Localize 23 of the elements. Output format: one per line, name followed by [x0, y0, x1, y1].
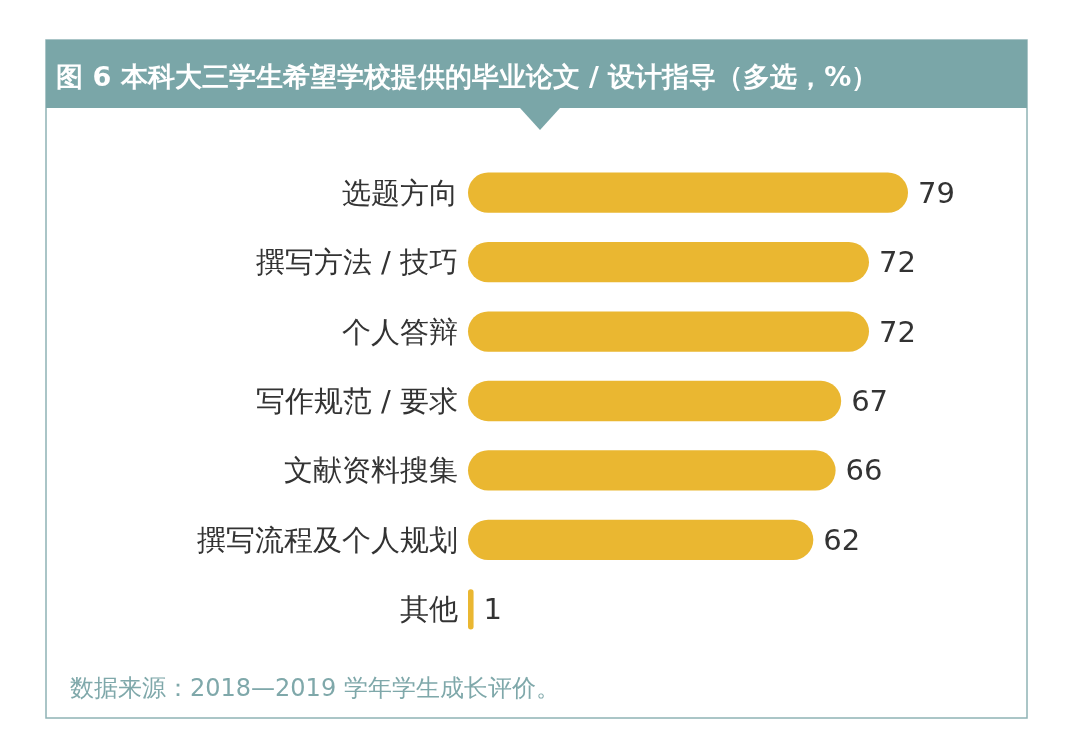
bar	[468, 589, 474, 630]
y-tick-label: 选题方向	[342, 175, 458, 210]
data-label: 72	[879, 245, 916, 280]
y-tick-label: 其他	[400, 592, 458, 627]
data-label: 67	[851, 384, 889, 418]
y-tick-label: 个人答辩	[342, 314, 458, 349]
data-label: 72	[879, 314, 916, 349]
y-tick-label: 撰写流程及个人规划	[197, 522, 458, 557]
source-note: 数据来源：2018—2019 学年学生成长评价。	[70, 674, 560, 702]
bar	[468, 242, 870, 283]
bar	[468, 172, 908, 213]
bar	[468, 311, 870, 352]
bar	[468, 380, 842, 422]
data-label: 62	[823, 522, 861, 557]
y-tick-label: 撰写方法 / 技巧	[255, 245, 458, 280]
chart-title: 图 6 本科大三学生希望学校提供的毕业论文 / 设计指导（多选，%）	[56, 60, 879, 92]
y-tick-label: 文献资料搜集	[284, 453, 458, 488]
data-label: 66	[845, 453, 883, 488]
bar	[468, 519, 814, 560]
bar	[468, 450, 836, 491]
y-tick-label: 写作规范 / 要求	[255, 384, 458, 418]
data-label: 79	[918, 175, 955, 210]
data-label: 1	[483, 592, 503, 627]
